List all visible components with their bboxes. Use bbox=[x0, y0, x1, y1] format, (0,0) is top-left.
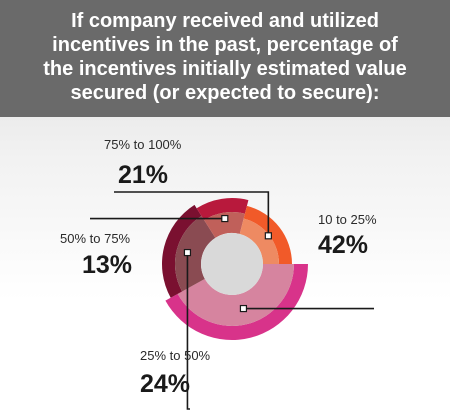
leader-marker bbox=[221, 214, 229, 223]
leader-lines bbox=[90, 191, 374, 410]
category-label: 50% to 75% bbox=[60, 231, 131, 246]
donut-center bbox=[201, 233, 263, 295]
donut-slice-outer bbox=[243, 205, 292, 264]
title-line: the incentives initially estimated value bbox=[43, 58, 407, 80]
donut-slice-inner bbox=[239, 218, 279, 264]
value-label: 42% bbox=[318, 231, 368, 259]
title-line: secured (or expected to secure): bbox=[70, 82, 380, 104]
leader-line bbox=[114, 191, 270, 236]
donut-slices bbox=[162, 198, 308, 340]
leader-line bbox=[186, 252, 190, 410]
category-label: 75% to 100% bbox=[104, 137, 182, 152]
value-label: 21% bbox=[118, 161, 168, 189]
donut-slice-outer bbox=[165, 264, 308, 340]
leader-marker bbox=[183, 248, 192, 257]
category-label: 25% to 50% bbox=[140, 348, 211, 363]
title-band bbox=[0, 0, 450, 117]
title-line: incentives in the past, percentage of bbox=[52, 34, 398, 56]
leader-marker bbox=[264, 232, 272, 240]
donut-slice-inner bbox=[177, 264, 294, 326]
donut-slice-outer bbox=[196, 198, 249, 221]
slice-labels: 10 to 25% 42% 25% to 50% 24% 50% to 75% … bbox=[60, 137, 377, 398]
value-label: 24% bbox=[140, 370, 190, 398]
donut-slice-outer bbox=[162, 204, 202, 298]
leader-marker bbox=[239, 304, 248, 313]
chart-title: If company received and utilized incenti… bbox=[0, 9, 450, 105]
value-label: 13% bbox=[82, 251, 132, 279]
title-line: If company received and utilized bbox=[71, 10, 379, 32]
donut-slice-inner bbox=[174, 215, 216, 292]
category-label: 10 to 25% bbox=[318, 212, 377, 227]
